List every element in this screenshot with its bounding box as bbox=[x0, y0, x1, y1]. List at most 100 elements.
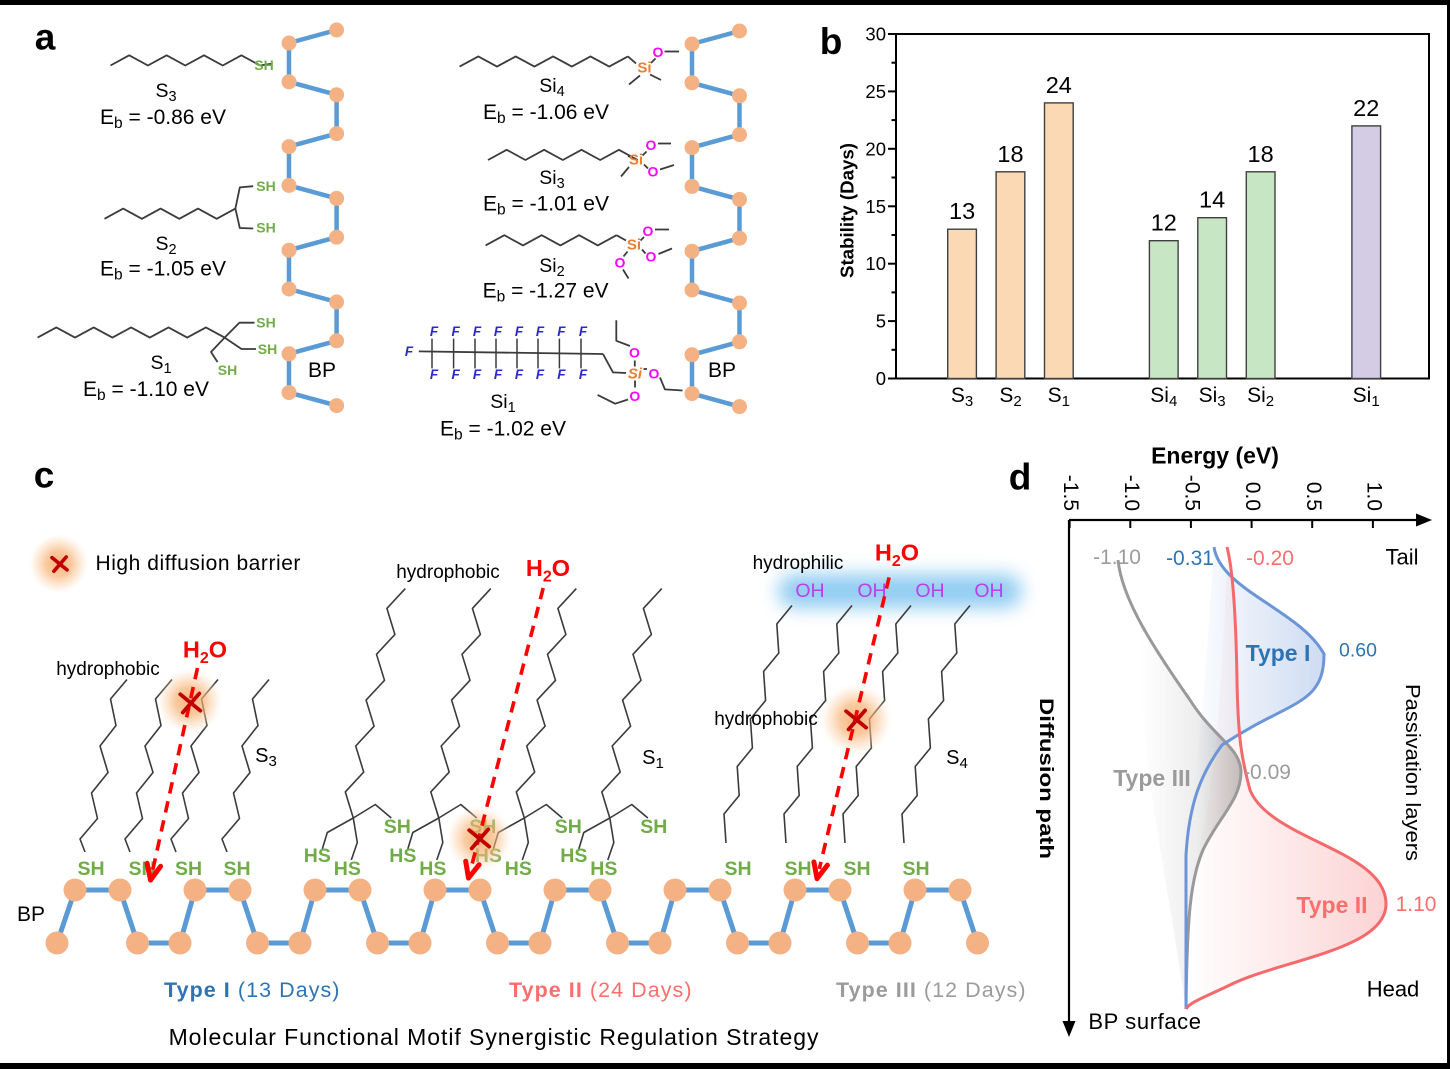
svg-text:F: F bbox=[515, 367, 524, 382]
svg-text:Tail: Tail bbox=[1385, 545, 1418, 570]
svg-text:F: F bbox=[494, 324, 503, 339]
svg-text:Stability (Days): Stability (Days) bbox=[838, 143, 858, 278]
svg-text:hydrophobic: hydrophobic bbox=[714, 709, 818, 730]
svg-text:-1.0: -1.0 bbox=[1120, 475, 1143, 511]
svg-text:13: 13 bbox=[949, 198, 975, 224]
svg-text:HS: HS bbox=[389, 845, 416, 867]
svg-text:Molecular Functional Motif Syn: Molecular Functional Motif Synergistic R… bbox=[169, 1024, 820, 1050]
svg-text:18: 18 bbox=[997, 141, 1023, 167]
svg-text:BP: BP bbox=[17, 903, 45, 926]
svg-text:F: F bbox=[473, 367, 482, 382]
svg-text:c: c bbox=[34, 455, 55, 496]
svg-text:0.5: 0.5 bbox=[1302, 482, 1325, 511]
svg-text:12: 12 bbox=[1151, 210, 1177, 236]
svg-text:hydrophobic: hydrophobic bbox=[56, 659, 160, 680]
svg-text:O: O bbox=[615, 255, 626, 271]
svg-text:22: 22 bbox=[1353, 95, 1379, 121]
svg-text:hydrophobic: hydrophobic bbox=[396, 562, 500, 583]
svg-text:SH: SH bbox=[256, 315, 275, 331]
svg-text:SH: SH bbox=[223, 858, 250, 880]
svg-text:O: O bbox=[646, 249, 657, 265]
svg-text:1.10: 1.10 bbox=[1396, 893, 1437, 916]
svg-text:0.60: 0.60 bbox=[1339, 640, 1377, 662]
svg-text:a: a bbox=[35, 17, 56, 58]
svg-text:F: F bbox=[451, 324, 460, 339]
svg-text:Eb = -1.01 eV: Eb = -1.01 eV bbox=[483, 193, 609, 219]
svg-text:0: 0 bbox=[876, 368, 886, 389]
svg-text:OH: OH bbox=[974, 580, 1003, 602]
svg-text:F: F bbox=[579, 324, 588, 339]
svg-text:SH: SH bbox=[218, 362, 237, 378]
svg-text:18: 18 bbox=[1248, 141, 1274, 167]
svg-text:OH: OH bbox=[915, 580, 944, 602]
svg-text:5: 5 bbox=[876, 311, 886, 332]
svg-text:F: F bbox=[579, 367, 588, 382]
svg-text:O: O bbox=[629, 345, 640, 361]
svg-text:O: O bbox=[629, 388, 640, 404]
svg-text:Type II: Type II bbox=[1296, 892, 1367, 918]
svg-text:O: O bbox=[648, 164, 659, 180]
svg-text:-0.31: -0.31 bbox=[1166, 547, 1214, 570]
svg-text:O: O bbox=[646, 137, 657, 153]
svg-text:HS: HS bbox=[560, 845, 587, 867]
svg-text:SH: SH bbox=[843, 858, 870, 880]
svg-text:F: F bbox=[451, 367, 460, 382]
svg-text:HS: HS bbox=[304, 845, 331, 867]
svg-text:HS: HS bbox=[590, 858, 617, 880]
svg-text:SH: SH bbox=[254, 57, 273, 73]
svg-text:-0.20: -0.20 bbox=[1246, 547, 1294, 570]
svg-text:BP surface: BP surface bbox=[1088, 1009, 1201, 1034]
svg-text:O: O bbox=[643, 223, 654, 239]
svg-text:d: d bbox=[1009, 457, 1032, 498]
svg-text:hydrophilic: hydrophilic bbox=[753, 553, 844, 574]
svg-text:1.0: 1.0 bbox=[1362, 482, 1385, 511]
svg-text:Type I: Type I bbox=[1246, 640, 1311, 666]
svg-text:SH: SH bbox=[175, 858, 202, 880]
svg-text:F: F bbox=[430, 324, 439, 339]
svg-text:F: F bbox=[515, 324, 524, 339]
svg-text:F: F bbox=[430, 367, 439, 382]
svg-text:F: F bbox=[536, 324, 545, 339]
svg-text:30: 30 bbox=[865, 24, 886, 45]
svg-text:SH: SH bbox=[902, 858, 929, 880]
svg-text:F: F bbox=[494, 367, 503, 382]
svg-text:Type III (12 Days): Type III (12 Days) bbox=[836, 978, 1027, 1002]
svg-text:Passivation layers: Passivation layers bbox=[1401, 684, 1423, 861]
svg-text:25: 25 bbox=[865, 81, 886, 102]
svg-text:SH: SH bbox=[256, 220, 275, 236]
svg-text:High diffusion barrier: High diffusion barrier bbox=[96, 552, 301, 575]
svg-text:F: F bbox=[557, 367, 566, 382]
svg-text:OH: OH bbox=[795, 580, 824, 602]
svg-text:0.0: 0.0 bbox=[1241, 482, 1264, 511]
svg-text:BP: BP bbox=[708, 359, 736, 382]
svg-text:-0.09: -0.09 bbox=[1243, 761, 1291, 784]
svg-text:F: F bbox=[405, 344, 414, 359]
svg-text:Type II (24 Days): Type II (24 Days) bbox=[509, 978, 693, 1002]
svg-text:SH: SH bbox=[555, 816, 582, 838]
svg-text:SH: SH bbox=[724, 858, 751, 880]
svg-text:Head: Head bbox=[1367, 977, 1420, 1002]
svg-text:F: F bbox=[557, 324, 566, 339]
svg-text:Eb = -1.10 eV: Eb = -1.10 eV bbox=[83, 378, 209, 404]
svg-text:SH: SH bbox=[258, 341, 277, 357]
svg-text:Si: Si bbox=[627, 237, 641, 254]
svg-text:HS: HS bbox=[505, 858, 532, 880]
svg-text:Eb = -1.27 eV: Eb = -1.27 eV bbox=[483, 280, 609, 306]
svg-text:SH: SH bbox=[384, 816, 411, 838]
svg-text:Si: Si bbox=[628, 366, 643, 383]
svg-text:Si: Si bbox=[637, 60, 651, 77]
svg-text:Type III: Type III bbox=[1113, 765, 1191, 791]
svg-text:SH: SH bbox=[784, 858, 811, 880]
svg-text:HS: HS bbox=[419, 858, 446, 880]
svg-text:SH: SH bbox=[256, 178, 275, 194]
svg-text:O: O bbox=[653, 44, 664, 60]
svg-text:10: 10 bbox=[865, 253, 886, 274]
svg-text:HS: HS bbox=[334, 858, 361, 880]
svg-text:24: 24 bbox=[1046, 72, 1072, 98]
svg-text:20: 20 bbox=[865, 138, 886, 159]
svg-text:Type I (13 Days): Type I (13 Days) bbox=[164, 978, 341, 1002]
svg-text:O: O bbox=[649, 366, 660, 382]
svg-text:14: 14 bbox=[1199, 187, 1225, 213]
svg-text:SH: SH bbox=[77, 858, 104, 880]
svg-text:F: F bbox=[536, 367, 545, 382]
